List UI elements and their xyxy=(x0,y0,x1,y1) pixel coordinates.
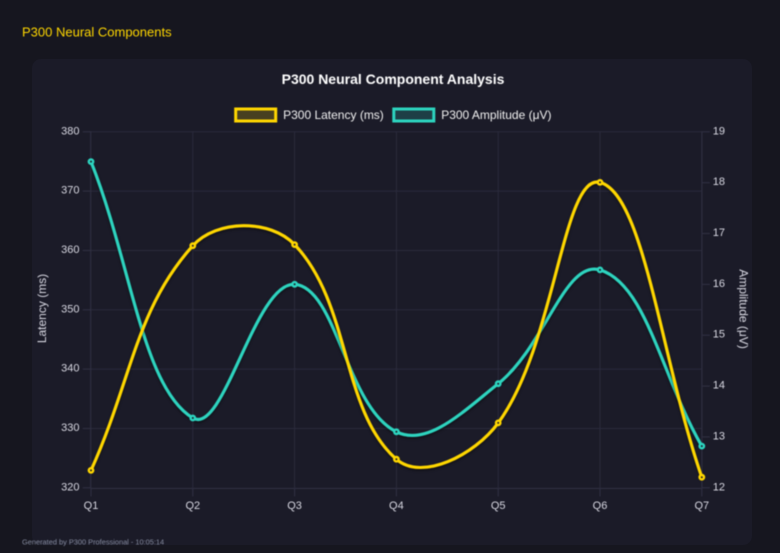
svg-text:Amplitude (μV): Amplitude (μV) xyxy=(736,269,750,349)
svg-text:350: 350 xyxy=(61,303,79,315)
svg-text:370: 370 xyxy=(61,185,79,197)
svg-text:19: 19 xyxy=(713,125,725,137)
svg-text:Q7: Q7 xyxy=(694,500,709,512)
svg-text:Generated by P300 Professional: Generated by P300 Professional - 10:05:1… xyxy=(22,537,164,546)
svg-text:320: 320 xyxy=(61,481,79,493)
svg-text:17: 17 xyxy=(713,227,725,239)
svg-text:Q4: Q4 xyxy=(389,500,404,512)
svg-text:Q6: Q6 xyxy=(593,500,608,512)
svg-text:P300 Latency (ms): P300 Latency (ms) xyxy=(283,108,384,122)
svg-text:16: 16 xyxy=(713,278,725,290)
svg-text:Latency (ms): Latency (ms) xyxy=(35,274,49,343)
svg-text:15: 15 xyxy=(713,329,725,341)
svg-text:380: 380 xyxy=(61,125,79,137)
svg-text:Q3: Q3 xyxy=(287,500,302,512)
svg-text:Q5: Q5 xyxy=(491,500,506,512)
svg-text:Q1: Q1 xyxy=(84,500,99,512)
svg-text:360: 360 xyxy=(61,244,79,256)
svg-text:340: 340 xyxy=(61,363,79,375)
svg-text:12: 12 xyxy=(713,481,725,493)
svg-text:330: 330 xyxy=(61,422,79,434)
svg-text:P300 Neural Component Analysis: P300 Neural Component Analysis xyxy=(282,71,505,87)
svg-text:13: 13 xyxy=(713,430,725,442)
svg-text:Q2: Q2 xyxy=(185,500,200,512)
svg-text:14: 14 xyxy=(713,380,725,392)
svg-text:18: 18 xyxy=(713,176,725,188)
svg-text:P300 Neural Components: P300 Neural Components xyxy=(22,25,172,40)
svg-text:P300 Amplitude (μV): P300 Amplitude (μV) xyxy=(441,108,551,122)
